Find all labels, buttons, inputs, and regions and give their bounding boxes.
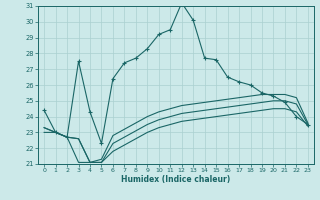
X-axis label: Humidex (Indice chaleur): Humidex (Indice chaleur) [121, 175, 231, 184]
